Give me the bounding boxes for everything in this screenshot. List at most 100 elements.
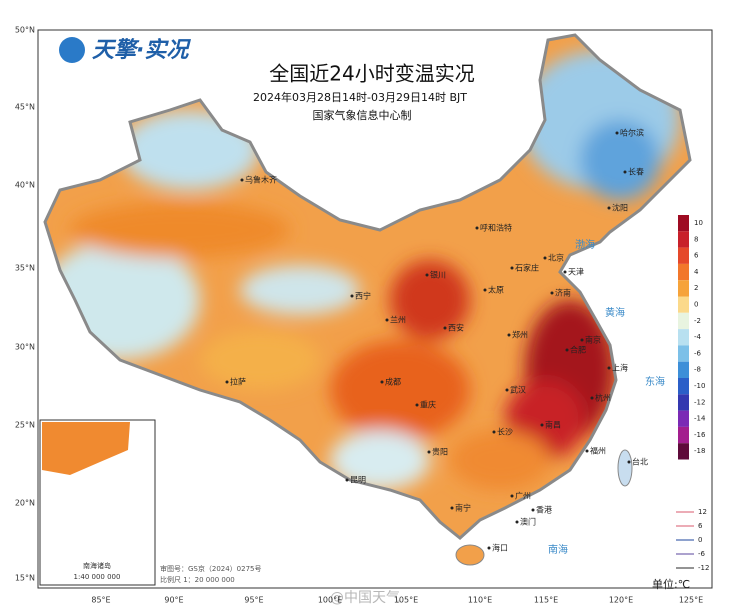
city-dot — [380, 380, 384, 384]
legend-label: -16 — [694, 431, 706, 439]
city-label: 西安 — [448, 323, 464, 333]
city-label: 南京 — [585, 335, 601, 345]
city-label: 南昌 — [545, 420, 561, 430]
legend-swatch — [678, 394, 689, 411]
city-dot — [543, 256, 547, 260]
latitude-label: 50°N — [15, 26, 35, 35]
latitude-label: 35°N — [15, 264, 35, 273]
longitude-label: 85°E — [91, 596, 110, 605]
city-dot — [487, 546, 491, 550]
city-label: 石家庄 — [515, 263, 539, 273]
city-label: 福州 — [590, 447, 606, 456]
legend-swatch — [678, 361, 689, 378]
latitude-label: 30°N — [15, 343, 35, 352]
city-label: 广州 — [515, 491, 531, 501]
legend-label: 6 — [694, 252, 699, 260]
longitude-label: 95°E — [244, 596, 263, 605]
city-dot — [492, 430, 496, 434]
longitude-label: 120°E — [609, 596, 633, 605]
legend-swatch — [678, 263, 689, 281]
legend-label: -18 — [694, 447, 705, 455]
map-number: 审图号：GS京（2024）0275号 — [160, 564, 262, 573]
latitude-label: 45°N — [15, 103, 35, 112]
city-label: 沈阳 — [612, 203, 628, 213]
legend-swatch — [678, 426, 689, 444]
latitude-label: 40°N — [15, 181, 35, 190]
city-label: 长春 — [628, 167, 644, 177]
city-dot — [607, 206, 611, 210]
subtitle: 2024年03月28日14时-03月29日14时 BJT — [253, 90, 467, 104]
city-dot — [627, 460, 631, 464]
sea-label: 黄海 — [605, 306, 625, 319]
city-dot — [607, 366, 611, 370]
city-dot — [615, 131, 619, 135]
inset-scale: 1:40 000 000 — [74, 573, 121, 581]
city-label: 杭州 — [595, 393, 611, 403]
city-dot — [483, 288, 487, 292]
city-label: 合肥 — [570, 345, 586, 355]
legend-label: -12 — [694, 398, 705, 406]
city-label: 台北 — [632, 457, 648, 467]
country-border — [43, 33, 692, 540]
legend-label: 0 — [694, 301, 698, 309]
inset-title: 南海诸岛 — [83, 561, 111, 570]
city-dot — [350, 294, 354, 298]
city-dot — [225, 380, 229, 384]
city-dot — [425, 273, 429, 277]
city-dot — [585, 449, 589, 453]
legend-swatch — [678, 312, 689, 330]
legend-swatch — [678, 280, 689, 297]
city-label: 天津 — [568, 267, 584, 277]
city-label: 哈尔滨 — [620, 128, 644, 138]
city-label: 郑州 — [512, 330, 528, 340]
legend-swatch — [678, 296, 689, 313]
legend-label: -14 — [694, 415, 706, 423]
city-dot — [415, 403, 419, 407]
city-dot — [580, 338, 584, 342]
city-label: 银川 — [430, 270, 446, 280]
city-dot — [565, 348, 569, 352]
city-label: 乌鲁木齐 — [245, 175, 277, 185]
legend-label: -4 — [694, 333, 702, 341]
brand-logo — [59, 37, 85, 63]
inset-land — [42, 422, 130, 475]
legend-label: 10 — [694, 219, 703, 227]
latitude-label: 20°N — [15, 499, 35, 508]
city-dot — [450, 506, 454, 510]
city-label: 海口 — [492, 543, 508, 553]
city-label: 武汉 — [510, 385, 526, 395]
longitude-label: 90°E — [164, 596, 183, 605]
city-label: 上海 — [612, 363, 628, 373]
city-dot — [385, 318, 389, 322]
longitude-label: 100°E — [318, 596, 342, 605]
legend-swatch — [678, 410, 689, 427]
legend-swatch — [678, 329, 689, 346]
city-label: 济南 — [555, 288, 571, 298]
city-dot — [427, 450, 431, 454]
city-label: 南宁 — [455, 503, 471, 513]
city-dot — [507, 333, 511, 337]
city-label: 成都 — [385, 377, 401, 387]
longitude-label: 105°E — [394, 596, 418, 605]
contour-legend-label: -6 — [698, 550, 706, 558]
legend-swatch — [678, 378, 689, 395]
city-label: 呼和浩特 — [480, 223, 512, 233]
producer: 国家气象信息中心制 — [313, 108, 412, 122]
city-label: 兰州 — [390, 315, 406, 325]
city-label: 澳门 — [520, 517, 536, 527]
city-label: 北京 — [548, 253, 564, 263]
contour-legend-label: 12 — [698, 508, 707, 516]
sea-label: 渤海 — [575, 238, 595, 251]
longitude-label: 125°E — [679, 596, 703, 605]
city-dot — [550, 291, 554, 295]
city-label: 昆明 — [350, 476, 366, 485]
city-label: 重庆 — [420, 400, 436, 410]
sea-label: 南海 — [548, 543, 568, 556]
city-dot — [345, 478, 349, 482]
title: 全国近24小时变温实况 — [269, 62, 474, 86]
map-scale: 比例尺 1：20 000 000 — [160, 575, 235, 584]
legend-label: -8 — [694, 366, 701, 374]
brand: 天擎·实况 — [92, 37, 191, 63]
hainan-island — [455, 544, 485, 566]
